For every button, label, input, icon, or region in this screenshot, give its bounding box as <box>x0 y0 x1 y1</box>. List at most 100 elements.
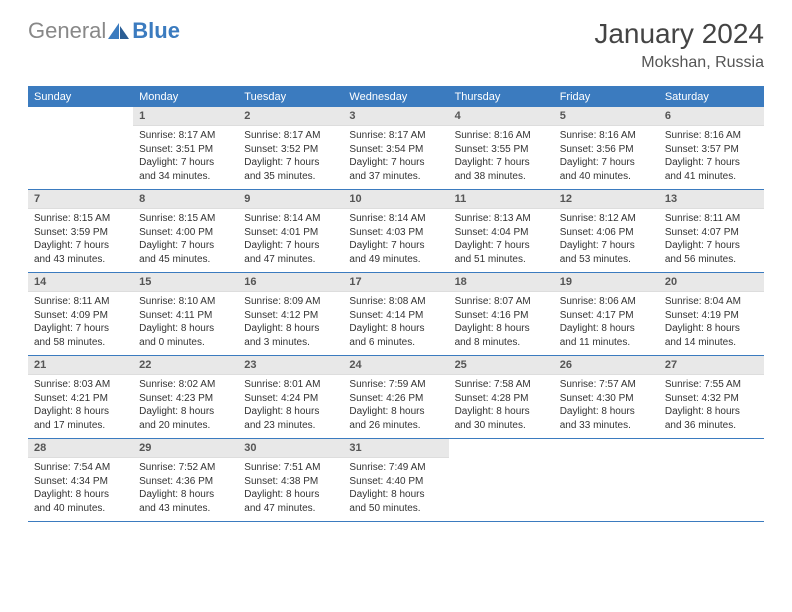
day-number: 10 <box>343 190 448 209</box>
weekday-tuesday: Tuesday <box>238 87 343 107</box>
day-number: 5 <box>554 107 659 126</box>
day-number: 27 <box>659 356 764 375</box>
day-number: 7 <box>28 190 133 209</box>
day-cell: 23Sunrise: 8:01 AMSunset: 4:24 PMDayligh… <box>238 356 343 438</box>
day-number: 13 <box>659 190 764 209</box>
day-cell: 28Sunrise: 7:54 AMSunset: 4:34 PMDayligh… <box>28 439 133 521</box>
day-content: Sunrise: 8:16 AMSunset: 3:55 PMDaylight:… <box>449 126 554 188</box>
day-cell: 5Sunrise: 8:16 AMSunset: 3:56 PMDaylight… <box>554 107 659 189</box>
day-cell: 6Sunrise: 8:16 AMSunset: 3:57 PMDaylight… <box>659 107 764 189</box>
week-row: 1Sunrise: 8:17 AMSunset: 3:51 PMDaylight… <box>28 107 764 190</box>
logo-text-blue: Blue <box>132 18 180 44</box>
day-cell: 25Sunrise: 7:58 AMSunset: 4:28 PMDayligh… <box>449 356 554 438</box>
day-content: Sunrise: 8:15 AMSunset: 4:00 PMDaylight:… <box>133 209 238 271</box>
day-cell: 17Sunrise: 8:08 AMSunset: 4:14 PMDayligh… <box>343 273 448 355</box>
day-content: Sunrise: 7:51 AMSunset: 4:38 PMDaylight:… <box>238 458 343 520</box>
day-number: 20 <box>659 273 764 292</box>
day-cell: 20Sunrise: 8:04 AMSunset: 4:19 PMDayligh… <box>659 273 764 355</box>
day-content: Sunrise: 7:58 AMSunset: 4:28 PMDaylight:… <box>449 375 554 437</box>
day-number: 26 <box>554 356 659 375</box>
day-content: Sunrise: 7:49 AMSunset: 4:40 PMDaylight:… <box>343 458 448 520</box>
day-number: 3 <box>343 107 448 126</box>
day-number: 6 <box>659 107 764 126</box>
month-title: January 2024 <box>594 18 764 50</box>
day-cell: 1Sunrise: 8:17 AMSunset: 3:51 PMDaylight… <box>133 107 238 189</box>
week-row: 14Sunrise: 8:11 AMSunset: 4:09 PMDayligh… <box>28 273 764 356</box>
day-cell: 29Sunrise: 7:52 AMSunset: 4:36 PMDayligh… <box>133 439 238 521</box>
day-number: 22 <box>133 356 238 375</box>
day-number: 23 <box>238 356 343 375</box>
day-content: Sunrise: 8:09 AMSunset: 4:12 PMDaylight:… <box>238 292 343 354</box>
day-number: 15 <box>133 273 238 292</box>
day-number: 31 <box>343 439 448 458</box>
day-cell: 11Sunrise: 8:13 AMSunset: 4:04 PMDayligh… <box>449 190 554 272</box>
weekday-thursday: Thursday <box>449 87 554 107</box>
day-content: Sunrise: 7:54 AMSunset: 4:34 PMDaylight:… <box>28 458 133 520</box>
day-content: Sunrise: 8:12 AMSunset: 4:06 PMDaylight:… <box>554 209 659 271</box>
day-content: Sunrise: 8:10 AMSunset: 4:11 PMDaylight:… <box>133 292 238 354</box>
day-cell: 13Sunrise: 8:11 AMSunset: 4:07 PMDayligh… <box>659 190 764 272</box>
week-row: 7Sunrise: 8:15 AMSunset: 3:59 PMDaylight… <box>28 190 764 273</box>
day-cell: 12Sunrise: 8:12 AMSunset: 4:06 PMDayligh… <box>554 190 659 272</box>
day-cell: 10Sunrise: 8:14 AMSunset: 4:03 PMDayligh… <box>343 190 448 272</box>
day-content: Sunrise: 7:59 AMSunset: 4:26 PMDaylight:… <box>343 375 448 437</box>
day-cell: 24Sunrise: 7:59 AMSunset: 4:26 PMDayligh… <box>343 356 448 438</box>
day-content: Sunrise: 8:07 AMSunset: 4:16 PMDaylight:… <box>449 292 554 354</box>
day-content: Sunrise: 8:16 AMSunset: 3:56 PMDaylight:… <box>554 126 659 188</box>
day-number: 19 <box>554 273 659 292</box>
day-cell <box>449 439 554 521</box>
logo-text-general: General <box>28 18 106 44</box>
day-cell <box>554 439 659 521</box>
calendar: SundayMondayTuesdayWednesdayThursdayFrid… <box>28 86 764 522</box>
day-number: 24 <box>343 356 448 375</box>
day-cell <box>28 107 133 189</box>
week-row: 21Sunrise: 8:03 AMSunset: 4:21 PMDayligh… <box>28 356 764 439</box>
day-content: Sunrise: 8:15 AMSunset: 3:59 PMDaylight:… <box>28 209 133 271</box>
day-cell: 7Sunrise: 8:15 AMSunset: 3:59 PMDaylight… <box>28 190 133 272</box>
day-number: 17 <box>343 273 448 292</box>
day-number: 16 <box>238 273 343 292</box>
weekday-wednesday: Wednesday <box>343 87 448 107</box>
day-number: 25 <box>449 356 554 375</box>
day-cell: 31Sunrise: 7:49 AMSunset: 4:40 PMDayligh… <box>343 439 448 521</box>
location: Mokshan, Russia <box>594 54 764 72</box>
day-cell: 3Sunrise: 8:17 AMSunset: 3:54 PMDaylight… <box>343 107 448 189</box>
day-content: Sunrise: 8:14 AMSunset: 4:03 PMDaylight:… <box>343 209 448 271</box>
day-content: Sunrise: 8:03 AMSunset: 4:21 PMDaylight:… <box>28 375 133 437</box>
day-content: Sunrise: 8:17 AMSunset: 3:54 PMDaylight:… <box>343 126 448 188</box>
weekday-sunday: Sunday <box>28 87 133 107</box>
weekday-monday: Monday <box>133 87 238 107</box>
day-number: 12 <box>554 190 659 209</box>
day-content: Sunrise: 8:17 AMSunset: 3:51 PMDaylight:… <box>133 126 238 188</box>
day-number: 29 <box>133 439 238 458</box>
day-content: Sunrise: 8:06 AMSunset: 4:17 PMDaylight:… <box>554 292 659 354</box>
day-cell: 18Sunrise: 8:07 AMSunset: 4:16 PMDayligh… <box>449 273 554 355</box>
day-content: Sunrise: 8:01 AMSunset: 4:24 PMDaylight:… <box>238 375 343 437</box>
day-content: Sunrise: 8:17 AMSunset: 3:52 PMDaylight:… <box>238 126 343 188</box>
logo-sail-icon <box>108 23 130 39</box>
day-cell: 22Sunrise: 8:02 AMSunset: 4:23 PMDayligh… <box>133 356 238 438</box>
day-number: 1 <box>133 107 238 126</box>
day-number: 14 <box>28 273 133 292</box>
day-cell: 16Sunrise: 8:09 AMSunset: 4:12 PMDayligh… <box>238 273 343 355</box>
header: General Blue January 2024 Mokshan, Russi… <box>0 0 792 80</box>
day-number: 9 <box>238 190 343 209</box>
day-content: Sunrise: 8:08 AMSunset: 4:14 PMDaylight:… <box>343 292 448 354</box>
day-cell: 8Sunrise: 8:15 AMSunset: 4:00 PMDaylight… <box>133 190 238 272</box>
weekday-row: SundayMondayTuesdayWednesdayThursdayFrid… <box>28 87 764 107</box>
day-content: Sunrise: 8:13 AMSunset: 4:04 PMDaylight:… <box>449 209 554 271</box>
day-content: Sunrise: 8:11 AMSunset: 4:09 PMDaylight:… <box>28 292 133 354</box>
day-cell: 30Sunrise: 7:51 AMSunset: 4:38 PMDayligh… <box>238 439 343 521</box>
day-cell: 15Sunrise: 8:10 AMSunset: 4:11 PMDayligh… <box>133 273 238 355</box>
day-number: 11 <box>449 190 554 209</box>
day-number: 4 <box>449 107 554 126</box>
title-block: January 2024 Mokshan, Russia <box>594 18 764 72</box>
day-content: Sunrise: 7:55 AMSunset: 4:32 PMDaylight:… <box>659 375 764 437</box>
logo: General Blue <box>28 18 180 44</box>
day-cell <box>659 439 764 521</box>
day-number: 21 <box>28 356 133 375</box>
day-number: 30 <box>238 439 343 458</box>
day-content: Sunrise: 8:16 AMSunset: 3:57 PMDaylight:… <box>659 126 764 188</box>
day-number: 2 <box>238 107 343 126</box>
day-cell: 21Sunrise: 8:03 AMSunset: 4:21 PMDayligh… <box>28 356 133 438</box>
